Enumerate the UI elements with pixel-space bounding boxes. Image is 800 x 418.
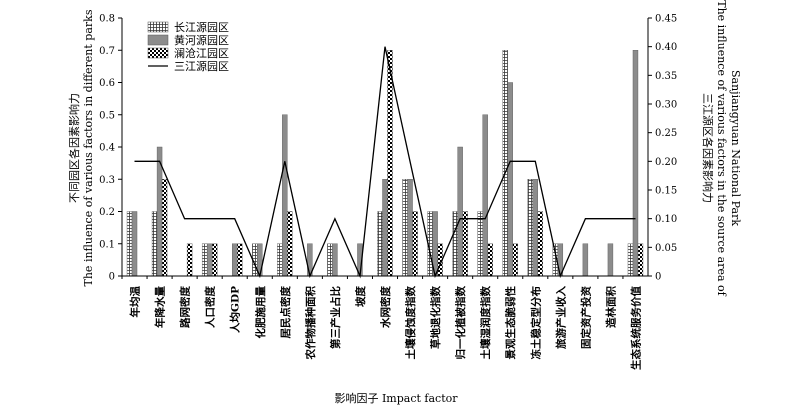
bar-3-11 [387, 50, 393, 277]
left-axis-title-en: The influence of various factors in diff… [82, 9, 95, 286]
x-axis-title: 影响因子 Impact factor [334, 392, 458, 405]
right-tick-label-7: 0.35 [655, 71, 677, 82]
category-label-5: 人均GDP [229, 286, 242, 333]
bar-2-12 [407, 179, 413, 277]
category-label-9: 第三产业占比 [329, 286, 342, 349]
bar-3-15 [487, 243, 493, 277]
category-label-21: 生态系统服务价值 [630, 286, 643, 370]
category-label-20: 造林面积 [604, 286, 617, 328]
category-label-3: 路网密度 [179, 286, 192, 328]
bar-3-5 [237, 243, 243, 277]
right-axis-title-cn: 三江源区各因素影响力 [701, 93, 715, 203]
category-label-17: 冻土稳定型分布 [529, 286, 542, 360]
right-tick-label-8: 0.40 [655, 42, 677, 53]
right-axis-title-en-2: Sanjiangyuan National Park [729, 70, 742, 226]
category-label-6: 化肥施用量 [254, 286, 267, 339]
category-label-13: 草地退化指数 [429, 286, 442, 349]
bar-2-21 [632, 50, 639, 277]
bar-1-4 [201, 243, 208, 277]
bar-1-11 [377, 211, 383, 277]
right-tick-label-6: 0.30 [655, 100, 677, 111]
bar-2-1 [131, 211, 138, 277]
category-label-2: 年降水量 [154, 286, 167, 328]
bar-2-16 [507, 82, 513, 277]
left-tick-label-6: 0.6 [99, 78, 115, 89]
bar-1-21 [627, 243, 634, 277]
bar-3-7 [287, 211, 293, 277]
bar-2-7 [282, 114, 288, 277]
left-tick-label-3: 0.3 [99, 175, 115, 186]
line-series-1 [134, 46, 636, 279]
category-label-10: 坡度 [354, 286, 367, 307]
bar-3-14 [462, 211, 468, 277]
right-tick-label-3: 0.15 [655, 186, 677, 197]
bar-1-17 [527, 179, 533, 277]
category-label-11: 水网密度 [379, 286, 392, 329]
legend-swatch-3 [147, 47, 169, 59]
axes-layer: 0 0.1 0.2 0.3 0.4 0.5 0.6 0.7 0.8 0 0.05 0.10 0.15 0.… [99, 14, 677, 371]
bar-1-15 [477, 211, 483, 277]
left-axis-title-cn: 不同园区各因素影响力 [67, 93, 81, 203]
category-label-7: 居民点密度 [279, 286, 292, 339]
legend-label-2: 黄河源园区 [174, 33, 229, 47]
bar-3-16 [512, 243, 518, 277]
right-tick-label-0: 0 [655, 272, 661, 283]
bar-1-14 [452, 211, 458, 277]
right-tick-label-5: 0.25 [655, 128, 677, 139]
bar-2-19 [582, 243, 589, 277]
category-label-15: 土壤湿润度指数 [479, 286, 492, 360]
legend-swatch-2 [147, 34, 169, 46]
category-label-1: 年均温 [129, 286, 142, 318]
bar-3-17 [537, 211, 543, 277]
bar-3-12 [412, 211, 418, 277]
category-label-16: 景观生态脆弱性 [504, 286, 517, 361]
bar-1-9 [327, 243, 333, 277]
category-label-19: 固定资产投资 [579, 286, 592, 349]
legend-swatch-1 [147, 21, 169, 33]
left-tick-label-4: 0.4 [99, 143, 115, 154]
right-tick-label-2: 0.10 [655, 214, 677, 225]
bar-2-5 [232, 243, 238, 277]
left-tick-label-2: 0.2 [99, 207, 115, 218]
bar-3-2 [161, 179, 168, 277]
bar-3-4 [211, 243, 218, 277]
legend-label-4: 三江源园区 [174, 59, 229, 73]
legend-label-1: 长江源园区 [174, 20, 229, 34]
category-label-12: 土壤侵蚀度指数 [404, 286, 417, 360]
left-tick-label-5: 0.5 [99, 110, 115, 121]
bar-1-7 [277, 243, 283, 277]
bar-2-17 [532, 179, 538, 277]
right-tick-label-4: 0.20 [655, 157, 677, 168]
bar-3-21 [637, 243, 644, 277]
bar-3-3 [186, 243, 193, 277]
bars-layer [126, 50, 644, 277]
category-label-18: 旅游产业收入 [554, 286, 567, 349]
right-axis-title-en-1: The influence of various factors in the … [715, 0, 728, 296]
category-label-14: 归一化植被指数 [454, 286, 467, 360]
category-label-4: 人口密度 [204, 286, 217, 328]
category-label-8: 农作物播种面积 [304, 286, 317, 361]
bar-2-9 [332, 243, 338, 277]
bar-2-11 [382, 179, 388, 277]
left-tick-label-0: 0 [109, 272, 115, 283]
line-layer [134, 46, 636, 279]
bar-1-1 [126, 211, 133, 277]
bar-1-16 [502, 50, 508, 277]
bar-1-2 [151, 211, 158, 277]
left-tick-label-8: 0.8 [99, 14, 115, 25]
bar-2-15 [482, 114, 488, 277]
bar-2-20 [607, 243, 614, 277]
legend-label-3: 澜沧江园区 [174, 46, 229, 60]
right-tick-label-1: 0.05 [655, 243, 677, 254]
left-tick-label-1: 0.1 [99, 239, 115, 250]
bar-1-12 [402, 179, 408, 277]
left-tick-label-7: 0.7 [99, 46, 115, 57]
bar-2-4 [206, 243, 213, 277]
bar-2-14 [457, 146, 463, 277]
right-tick-label-9: 0.45 [655, 14, 677, 25]
